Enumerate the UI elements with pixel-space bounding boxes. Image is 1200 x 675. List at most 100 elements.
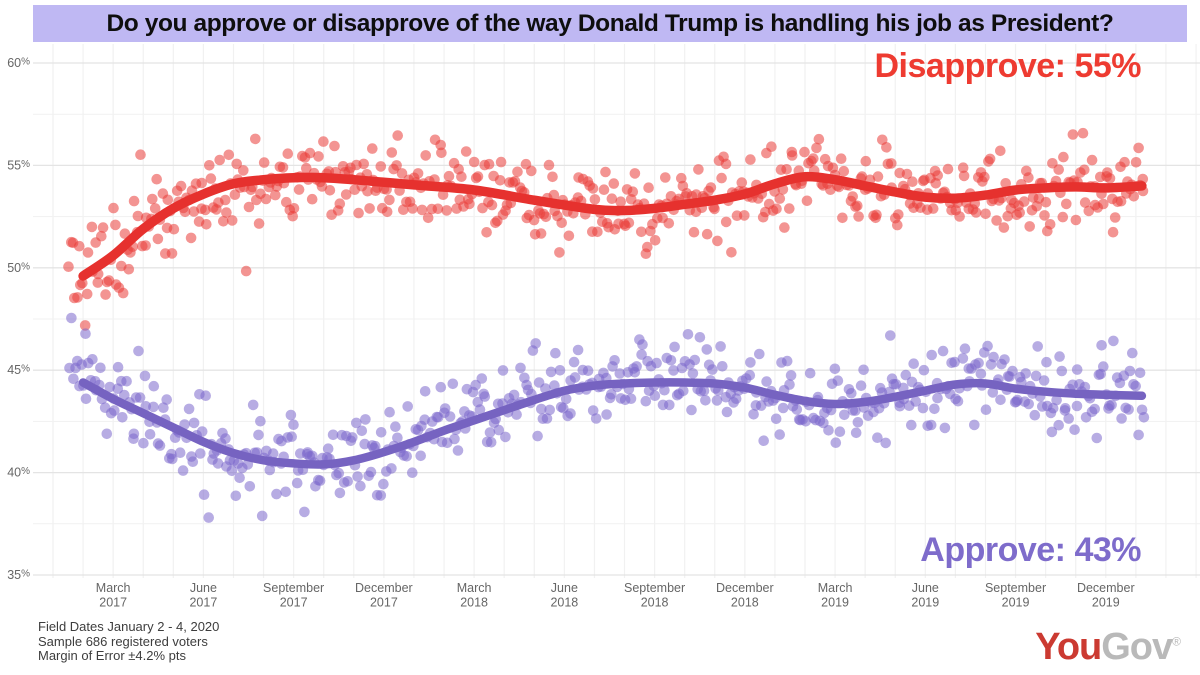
disapprove-data-point — [151, 173, 162, 185]
disapprove-data-point — [306, 193, 318, 205]
approve-data-point — [322, 443, 334, 455]
disapprove-data-point — [1119, 156, 1130, 168]
approve-data-point — [550, 347, 561, 359]
approve-data-point — [247, 399, 259, 411]
approve-data-point — [745, 357, 756, 368]
approve-data-point — [390, 421, 401, 433]
approve-data-point — [474, 404, 486, 415]
approve-data-point — [850, 427, 862, 439]
approve-data-point — [360, 414, 371, 425]
approve-data-point — [678, 385, 689, 397]
disapprove-data-point — [954, 211, 965, 222]
disapprove-data-point — [649, 235, 661, 246]
approve-data-point — [101, 428, 113, 440]
approve-data-point — [987, 387, 999, 398]
disapprove-data-point — [712, 235, 723, 247]
disapprove-data-point — [282, 148, 294, 159]
disapprove-data-point — [313, 151, 324, 162]
disapprove-data-point — [63, 261, 74, 273]
x-tick-label: September 2019 — [985, 581, 1046, 610]
disapprove-data-point — [739, 210, 750, 221]
approve-data-point — [988, 351, 999, 363]
disapprove-data-point — [615, 196, 626, 207]
approve-data-point — [926, 349, 937, 361]
approve-data-point — [386, 463, 397, 474]
disapprove-data-point — [196, 177, 207, 189]
disapprove-data-point — [598, 184, 610, 195]
approve-data-point — [291, 477, 303, 489]
approve-data-point — [1069, 424, 1080, 436]
disapprove-data-point — [168, 223, 180, 235]
approve-data-point — [117, 412, 128, 423]
disapprove-data-point — [1070, 214, 1082, 226]
approve-data-point — [1106, 399, 1117, 411]
approve-data-point — [375, 427, 387, 438]
approve-data-point — [590, 413, 602, 424]
disapprove-data-point — [629, 168, 641, 179]
disapprove-data-point — [872, 171, 884, 182]
disapprove-data-point — [627, 186, 639, 197]
disapprove-data-point — [96, 230, 107, 242]
approve-data-point — [161, 394, 172, 405]
disapprove-data-point — [472, 171, 484, 182]
approve-data-point — [119, 389, 130, 401]
disapprove-data-point — [813, 133, 825, 145]
approve-data-point — [711, 395, 723, 406]
approve-data-point — [226, 465, 238, 477]
disapprove-data-point — [495, 156, 507, 168]
approve-data-point — [1063, 413, 1074, 424]
approve-data-point — [784, 379, 795, 390]
approve-data-point — [1134, 367, 1146, 379]
approve-data-point — [785, 370, 797, 381]
approve-data-point — [109, 405, 120, 416]
approve-data-point — [187, 456, 199, 468]
disapprove-data-point — [623, 217, 635, 229]
disapprove-data-point — [82, 247, 94, 258]
disapprove-data-point — [852, 200, 863, 212]
disapprove-data-point — [871, 209, 882, 221]
approve-data-point — [1071, 400, 1083, 412]
disapprove-data-point — [563, 230, 575, 242]
disapprove-data-point — [860, 155, 872, 167]
disapprove-data-point — [152, 233, 164, 245]
disapprove-data-point — [258, 157, 270, 168]
disapprove-data-point — [608, 178, 620, 189]
disapprove-data-point — [932, 170, 943, 181]
disapprove-data-point — [774, 193, 786, 204]
y-tick-label: 55% — [7, 158, 30, 172]
disapprove-data-point — [554, 247, 565, 258]
approve-data-point — [1096, 340, 1107, 351]
approve-data-point — [288, 419, 299, 431]
approve-data-point — [476, 373, 488, 384]
approve-data-point — [668, 365, 679, 376]
approve-data-point — [625, 393, 637, 405]
disapprove-data-point — [494, 175, 506, 186]
disapprove-data-point — [1057, 211, 1069, 223]
approve-data-point — [196, 426, 208, 437]
approve-data-point — [781, 355, 793, 367]
approve-data-point — [220, 433, 231, 444]
approve-data-point — [134, 392, 146, 403]
disapprove-data-point — [942, 163, 954, 175]
approve-data-point — [925, 419, 937, 431]
disapprove-data-point — [443, 170, 455, 182]
approve-data-point — [804, 367, 816, 379]
disapprove-data-point — [260, 193, 272, 205]
approve-data-point — [419, 386, 431, 397]
disapprove-data-point — [223, 149, 235, 161]
approve-data-point — [1138, 412, 1150, 423]
approve-data-point — [1071, 364, 1083, 375]
approve-data-point — [939, 422, 951, 434]
disapprove-data-point — [688, 226, 700, 238]
disapprove-data-point — [1128, 191, 1140, 202]
disapprove-data-point — [436, 147, 447, 159]
approve-data-point — [906, 419, 917, 431]
footnote-margin-of-error: Margin of Error ±4.2% pts — [38, 648, 187, 664]
approve-data-point — [1020, 368, 1031, 379]
approve-data-point — [133, 345, 144, 357]
disapprove-data-point — [587, 183, 599, 194]
approve-data-point — [80, 328, 91, 340]
approve-data-point — [177, 465, 189, 476]
disapprove-data-point — [386, 147, 398, 158]
disapprove-data-point — [92, 277, 104, 288]
